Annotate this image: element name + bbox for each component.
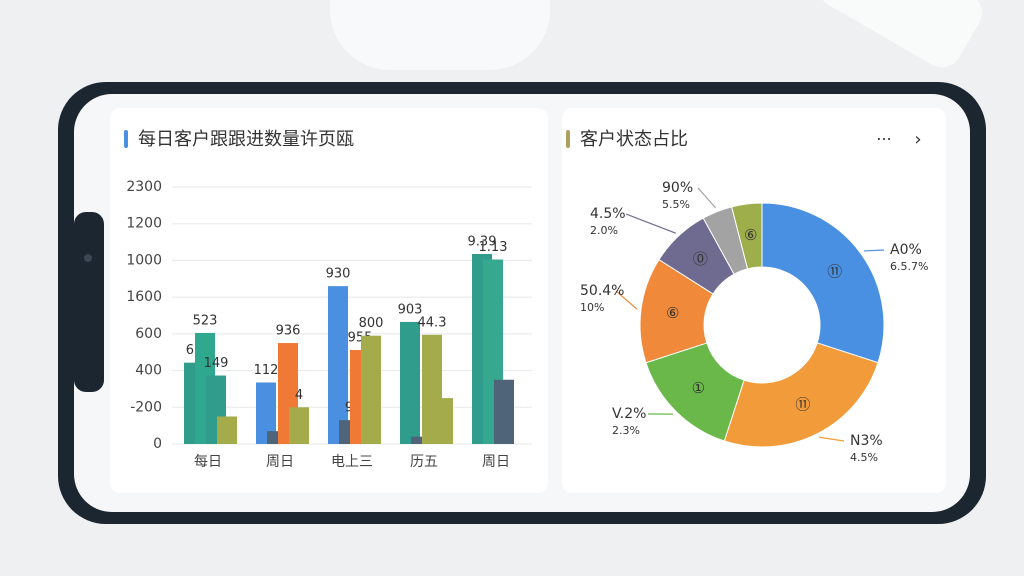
bar-text: 800: [359, 316, 384, 331]
y-tick-label: 600: [135, 326, 162, 342]
slice-label: 4.5%: [590, 206, 626, 222]
bar: [289, 407, 309, 444]
pie-slice: [731, 202, 763, 270]
slice-sublabel: 6.5.7%: [890, 260, 928, 273]
leader-line: [615, 290, 638, 310]
slice-mark: ⑥: [744, 226, 757, 244]
y-tick-label: 1200: [126, 216, 162, 232]
bar: [328, 286, 348, 444]
bar-text: 936: [276, 324, 301, 339]
bar: [494, 379, 514, 444]
bar: [400, 321, 420, 444]
menu-button[interactable]: ···: [876, 130, 891, 149]
bar-text: 9.39: [468, 235, 497, 250]
bar-text: 930: [326, 267, 351, 282]
slice-label: V.2%: [612, 406, 646, 422]
bar-text: 112: [254, 363, 279, 378]
bar: [433, 398, 453, 444]
camera: [84, 254, 92, 262]
pie-slice: [761, 202, 885, 364]
bar: [411, 436, 431, 444]
x-tick-label: 周日: [266, 454, 294, 470]
bar: [256, 382, 276, 444]
decor: [330, 0, 550, 70]
bar-text: 1.13: [479, 240, 508, 255]
y-tick-label: 2300: [126, 179, 162, 195]
y-tick-label: -200: [130, 399, 162, 415]
y-tick-label: 400: [135, 363, 162, 379]
bar-text: 44.3: [418, 315, 447, 330]
bar-text: 903: [398, 302, 423, 317]
bar: [217, 416, 237, 444]
bar-text: 4: [295, 388, 303, 403]
y-tick-label: 1600: [126, 289, 162, 305]
leader-line: [697, 187, 717, 209]
notch: [74, 212, 104, 392]
title-accent: [124, 130, 128, 148]
slice-mark: ⑪: [795, 396, 810, 414]
slice-sublabel: 2.0%: [590, 224, 618, 237]
decor: [818, 0, 982, 68]
slice-mark: ①: [692, 379, 705, 397]
pie-title: 客户状态占比: [580, 129, 688, 150]
slice-label: 90%: [662, 180, 693, 196]
slice-mark: ⑪: [827, 263, 842, 281]
leader-line: [863, 249, 885, 252]
bar-text: 9: [345, 401, 353, 416]
next-button[interactable]: ›: [914, 129, 921, 150]
slice-label: N3%: [850, 433, 883, 449]
leader-line: [819, 436, 845, 442]
x-tick-label: 每日: [194, 454, 222, 470]
pie-slice: [723, 342, 879, 448]
slice-mark: ⓪: [693, 250, 708, 268]
slice-mark: ⑥: [666, 304, 679, 322]
x-tick-label: 周日: [482, 454, 510, 470]
slice-sublabel: 5.5%: [662, 198, 690, 211]
bar: [361, 335, 381, 444]
slice-sublabel: 4.5%: [850, 451, 878, 464]
slice-label: 50.4%: [580, 283, 624, 299]
y-tick-label: 0: [153, 436, 162, 452]
slice-sublabel: 2.3%: [612, 424, 640, 437]
slice-label: A0%: [890, 242, 922, 258]
bar-text: 149: [204, 356, 229, 371]
leader-line: [625, 213, 676, 234]
x-tick-label: 电上三: [331, 454, 373, 470]
x-tick-label: 历五: [410, 454, 438, 470]
title-accent: [566, 130, 570, 148]
bar-title: 每日客户跟跟进数量许页瓯: [138, 129, 354, 150]
y-tick-label: 1000: [126, 252, 162, 268]
bar-text: 523: [193, 313, 218, 328]
slice-sublabel: 10%: [580, 301, 604, 314]
